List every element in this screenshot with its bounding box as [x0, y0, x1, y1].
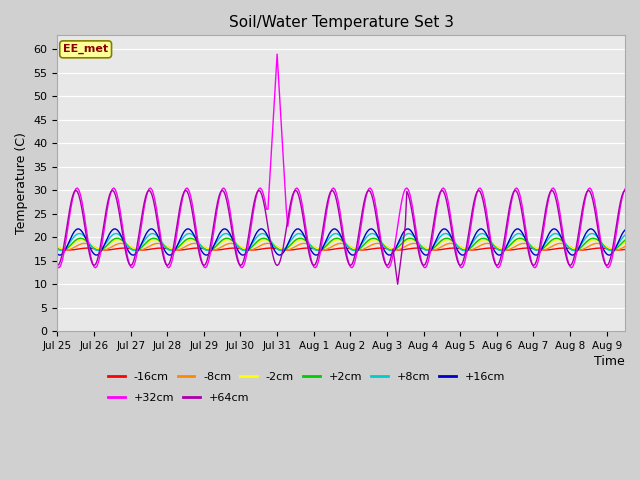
X-axis label: Time: Time	[595, 355, 625, 368]
Text: EE_met: EE_met	[63, 44, 108, 54]
Y-axis label: Temperature (C): Temperature (C)	[15, 132, 28, 234]
Legend: +32cm, +64cm: +32cm, +64cm	[108, 393, 250, 403]
Title: Soil/Water Temperature Set 3: Soil/Water Temperature Set 3	[228, 15, 454, 30]
